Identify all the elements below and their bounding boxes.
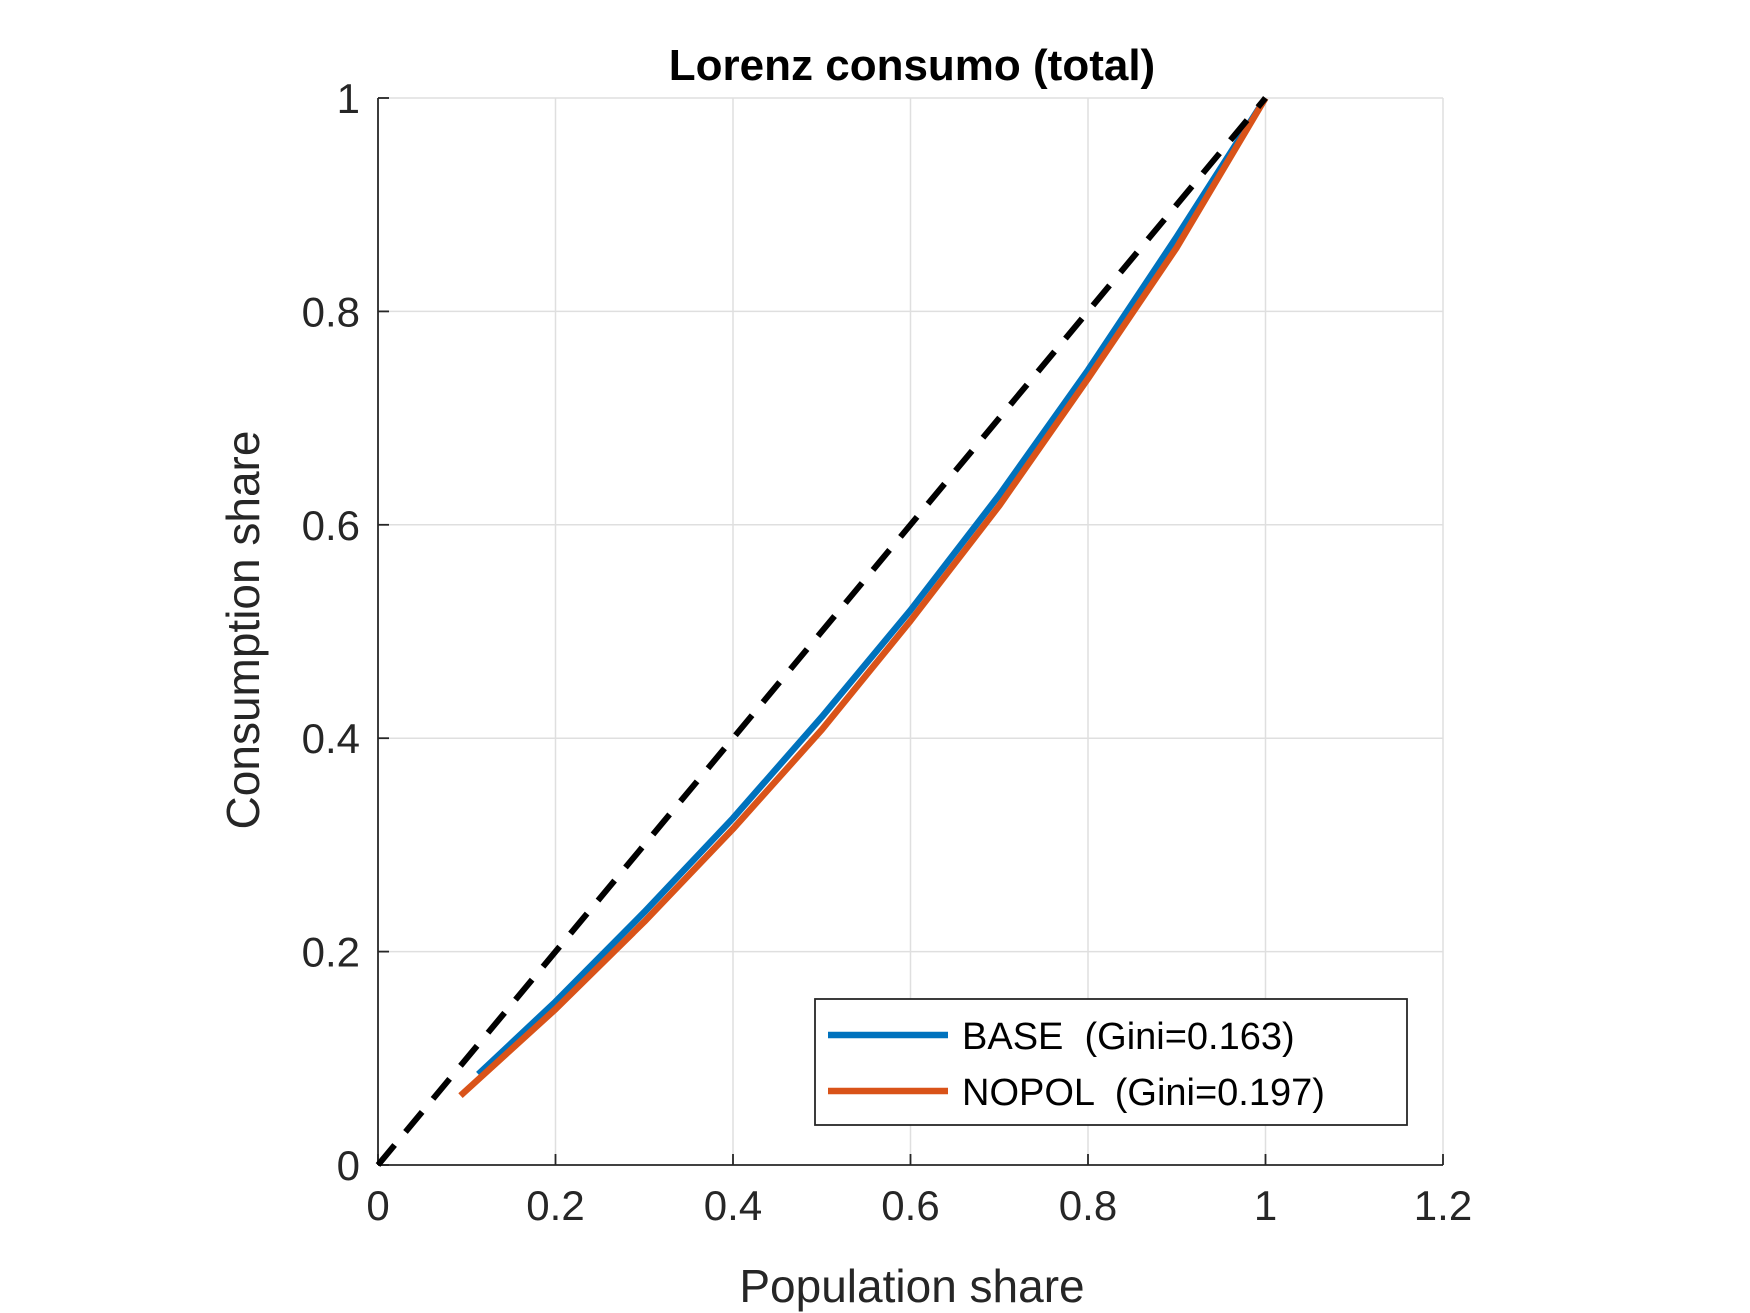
legend-entry-nopol: NOPOL (Gini=0.197)	[962, 1072, 1325, 1114]
chart-title: Lorenz consumo (total)	[669, 41, 1155, 90]
equality-line	[375, 96, 1268, 1167]
y-tick-label: 0.4	[302, 715, 360, 762]
y-tick-label: 0	[337, 1142, 360, 1189]
series-lines	[375, 96, 1269, 1167]
y-tick-label: 1	[337, 75, 360, 122]
axes	[377, 97, 1444, 1166]
x-axis-label: Population share	[739, 1260, 1084, 1312]
legend: BASE (Gini=0.163) NOPOL (Gini=0.197)	[814, 998, 1408, 1126]
x-tick-label: 0	[366, 1182, 389, 1229]
series-line-nopol	[458, 96, 1269, 1099]
x-tick-label: 0.8	[1059, 1182, 1117, 1229]
y-axis-label: Consumption share	[217, 431, 269, 830]
series-line-base	[476, 96, 1269, 1077]
x-tick-label: 1	[1254, 1182, 1277, 1229]
legend-entry-base: BASE (Gini=0.163)	[962, 1016, 1295, 1058]
tick-labels: 0 0.2 0.4 0.6 0.8 1 1.2 0 0.2 0.4 0.6 0.8 1	[302, 75, 1473, 1229]
legend-box	[814, 998, 1408, 1126]
x-tick-label: 0.2	[526, 1182, 584, 1229]
x-tick-label: 0.6	[881, 1182, 939, 1229]
y-tick-label: 0.2	[302, 929, 360, 976]
y-tick-label: 0.6	[302, 502, 360, 549]
x-tick-label: 0.4	[704, 1182, 762, 1229]
y-tick-label: 0.8	[302, 288, 360, 335]
x-tick-label: 1.2	[1414, 1182, 1472, 1229]
